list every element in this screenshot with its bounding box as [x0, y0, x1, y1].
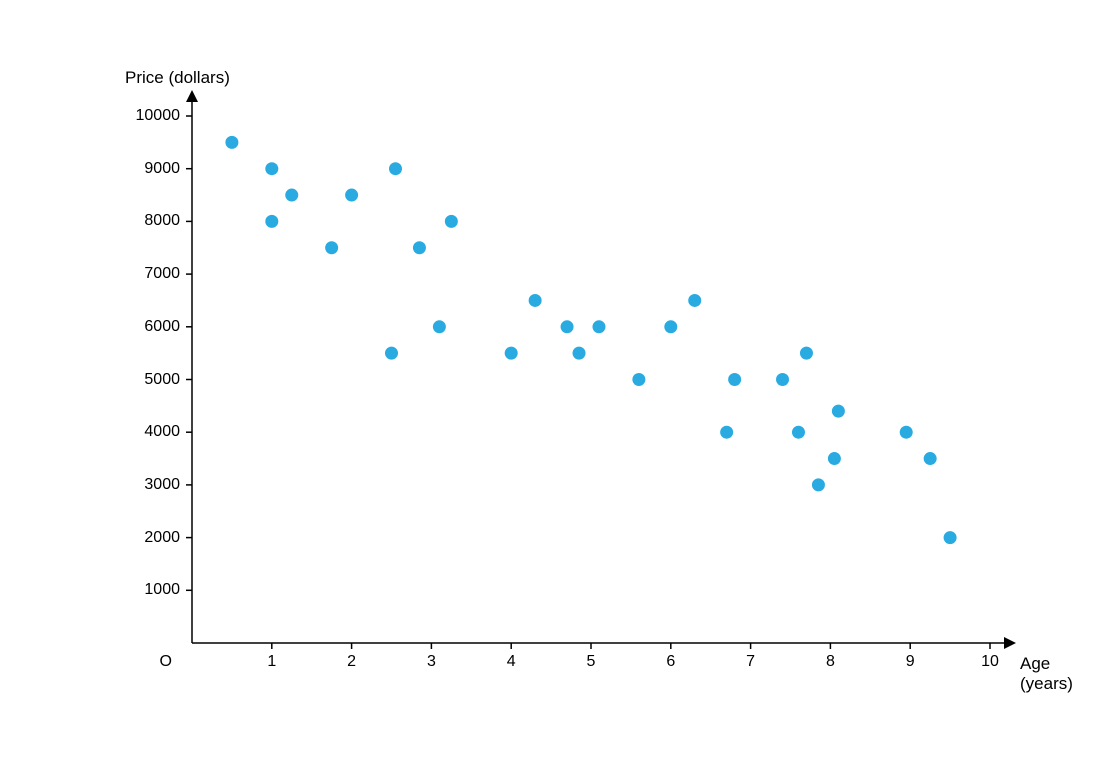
x-tick-label: 3: [427, 653, 436, 671]
data-point: [573, 347, 586, 360]
y-tick-label: 9000: [144, 160, 180, 178]
x-tick-label: 1: [267, 653, 276, 671]
data-point: [800, 347, 813, 360]
data-point: [445, 215, 458, 228]
y-axis-title: Price (dollars): [125, 68, 230, 88]
x-axis-arrow: [1004, 637, 1016, 649]
data-point: [828, 452, 841, 465]
y-axis-arrow: [186, 90, 198, 102]
y-tick-label: 8000: [144, 212, 180, 230]
x-tick-label: 8: [826, 653, 835, 671]
y-tick-label: 7000: [144, 265, 180, 283]
x-tick-label: 7: [746, 653, 755, 671]
data-point: [720, 426, 733, 439]
data-point: [345, 189, 358, 202]
data-point: [944, 531, 957, 544]
data-point: [385, 347, 398, 360]
x-tick-label: 9: [906, 653, 915, 671]
data-point: [285, 189, 298, 202]
y-tick-label: 6000: [144, 318, 180, 336]
data-point: [265, 162, 278, 175]
data-point: [776, 373, 789, 386]
x-tick-label: 4: [507, 653, 516, 671]
origin-label: O: [160, 653, 172, 671]
data-point: [924, 452, 937, 465]
data-point: [728, 373, 741, 386]
data-point: [792, 426, 805, 439]
x-tick-label: 2: [347, 653, 356, 671]
data-point: [529, 294, 542, 307]
x-axis-title: Age (years): [1020, 654, 1105, 694]
data-point: [325, 241, 338, 254]
data-point: [389, 162, 402, 175]
data-point: [265, 215, 278, 228]
y-tick-label: 4000: [144, 423, 180, 441]
data-point: [505, 347, 518, 360]
y-tick-label: 1000: [144, 581, 180, 599]
data-point: [592, 320, 605, 333]
data-point: [832, 405, 845, 418]
y-tick-label: 2000: [144, 529, 180, 547]
scatter-chart: 1 2 3 4 5 6 7 8 9 10 1000 2000 3000 4000 5000 6000 7000 8…: [0, 0, 1105, 772]
y-tick-label: 3000: [144, 476, 180, 494]
data-point: [225, 136, 238, 149]
x-tick-label: 10: [981, 653, 999, 671]
data-point: [900, 426, 913, 439]
data-point: [632, 373, 645, 386]
y-tick-label: 10000: [136, 107, 181, 125]
x-tick-label: 5: [587, 653, 596, 671]
y-tick-label: 5000: [144, 371, 180, 389]
x-tick-label: 6: [666, 653, 675, 671]
data-point: [812, 478, 825, 491]
data-point: [688, 294, 701, 307]
data-point: [561, 320, 574, 333]
data-point: [664, 320, 677, 333]
data-point: [413, 241, 426, 254]
data-point: [433, 320, 446, 333]
